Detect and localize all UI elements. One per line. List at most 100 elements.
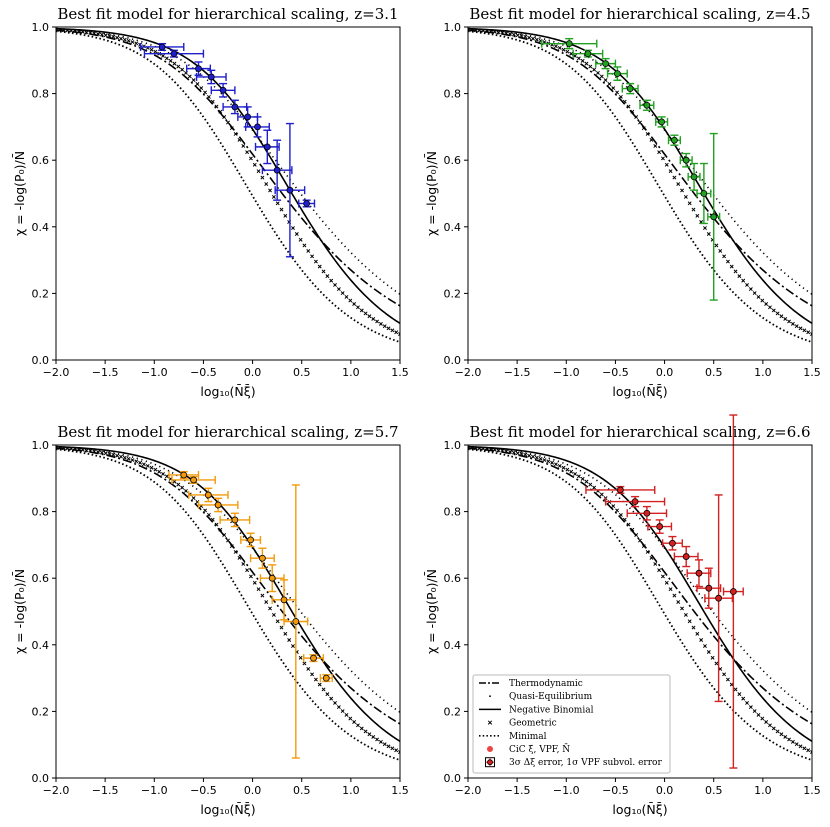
geometric-marker: [65, 446, 70, 451]
geometric-marker: [161, 54, 165, 58]
geometric-marker: [748, 287, 753, 292]
x-tick-label: 1.0: [754, 366, 772, 379]
geometric-marker: [802, 328, 807, 333]
x-tick-label: −1.0: [141, 366, 168, 379]
geometric-marker: [492, 29, 497, 34]
data-marker: [682, 156, 690, 164]
geometric-marker: [771, 726, 776, 731]
geometric-marker: [473, 446, 478, 451]
x-tick-label: −0.5: [602, 784, 629, 797]
data-point-6: [639, 99, 655, 111]
data-point-3: [186, 61, 212, 76]
data-marker: [247, 536, 255, 544]
data-marker: [682, 553, 690, 560]
geometric-marker: [580, 476, 585, 481]
geometric-marker: [473, 28, 478, 33]
data-marker: [656, 523, 664, 530]
geometric-marker: [283, 213, 288, 218]
geometric-marker: [496, 448, 501, 453]
y-tick-label: 1.0: [32, 21, 50, 34]
geometric-marker: [806, 330, 811, 335]
geometric-marker: [787, 319, 792, 324]
data-point-7: [655, 116, 669, 128]
data-marker: [207, 73, 215, 81]
geometric-marker: [722, 254, 727, 259]
geometric-marker: [511, 32, 516, 37]
geometric-marker: [664, 580, 669, 585]
geometric-marker: [256, 169, 261, 174]
geometric-marker: [99, 32, 104, 37]
geometric-marker: [115, 453, 120, 458]
y-tick-label: 0.0: [32, 354, 50, 367]
geometric-marker: [596, 70, 600, 75]
geometric-marker: [668, 587, 673, 592]
geometric-marker: [680, 188, 684, 193]
model-curve-quasi-equilibrium: [56, 446, 400, 713]
y-tick-label: 0.6: [444, 572, 462, 585]
geometric-marker: [226, 120, 230, 125]
model-curve-minimal: [56, 30, 400, 343]
legend-item-tinydot: Quasi-Equilibrium: [489, 692, 593, 702]
geometric-marker: [611, 504, 616, 509]
geometric-marker: [477, 446, 482, 451]
y-tick-label: 0.0: [32, 772, 50, 785]
data-point-2: [572, 49, 604, 58]
data-marker: [273, 166, 281, 174]
x-tick-label: −1.0: [553, 366, 580, 379]
geometric-marker: [691, 625, 696, 630]
geometric-marker: [672, 175, 677, 180]
geometric-marker: [268, 188, 272, 193]
y-tick-label: 1.0: [444, 439, 462, 452]
geometric-marker: [348, 716, 353, 721]
geometric-marker: [394, 330, 399, 335]
geometric-marker: [153, 467, 158, 472]
geometric-marker: [477, 28, 482, 33]
geometric-marker: [99, 450, 104, 455]
geometric-marker: [229, 544, 234, 549]
geometric-marker: [607, 82, 612, 86]
geometric-marker: [775, 311, 780, 316]
geometric-marker: [115, 35, 120, 40]
x-tick-label: −2.0: [455, 784, 482, 797]
geometric-marker: [531, 454, 535, 459]
geometric-marker: [638, 120, 642, 125]
geometric-marker: [790, 739, 795, 744]
geometric-marker: [126, 38, 131, 43]
geometric-marker: [180, 67, 185, 72]
x-tick-label: 0.0: [656, 784, 674, 797]
data-marker: [195, 65, 202, 73]
plot-frame: [55, 444, 401, 779]
data-point-12: [319, 674, 333, 683]
geometric-marker: [268, 606, 272, 611]
geometric-marker: [386, 326, 391, 331]
geometric-marker: [329, 696, 334, 701]
geometric-marker: [756, 294, 761, 299]
data-marker: [710, 213, 718, 221]
model-curve-thermodynamic: [56, 447, 400, 725]
x-tick-label: −0.5: [190, 366, 217, 379]
geometric-marker: [218, 527, 223, 532]
geometric-marker: [519, 452, 524, 456]
data-marker: [292, 618, 300, 625]
geometric-marker: [344, 294, 349, 299]
geometric-marker: [741, 696, 746, 701]
x-tick-label: −2.0: [43, 366, 70, 379]
data-marker: [626, 85, 634, 93]
x-tick-label: −0.5: [602, 366, 629, 379]
geometric-marker: [752, 291, 757, 296]
geometric-marker: [622, 99, 627, 104]
geometric-marker: [511, 450, 516, 455]
geometric-marker: [691, 207, 696, 212]
geometric-marker: [538, 456, 543, 461]
geometric-marker: [576, 474, 581, 479]
geometric-marker: [641, 126, 646, 131]
geometric-marker: [722, 672, 727, 677]
legend-item-dashdot: Thermodynamic: [479, 679, 583, 689]
data-marker: [631, 498, 639, 506]
geometric-marker: [527, 453, 532, 458]
geometric-marker: [352, 720, 357, 724]
geometric-marker: [252, 580, 257, 585]
geometric-marker: [714, 661, 719, 666]
legend-item-cross: Geometric: [487, 719, 557, 729]
data-marker: [254, 123, 261, 131]
